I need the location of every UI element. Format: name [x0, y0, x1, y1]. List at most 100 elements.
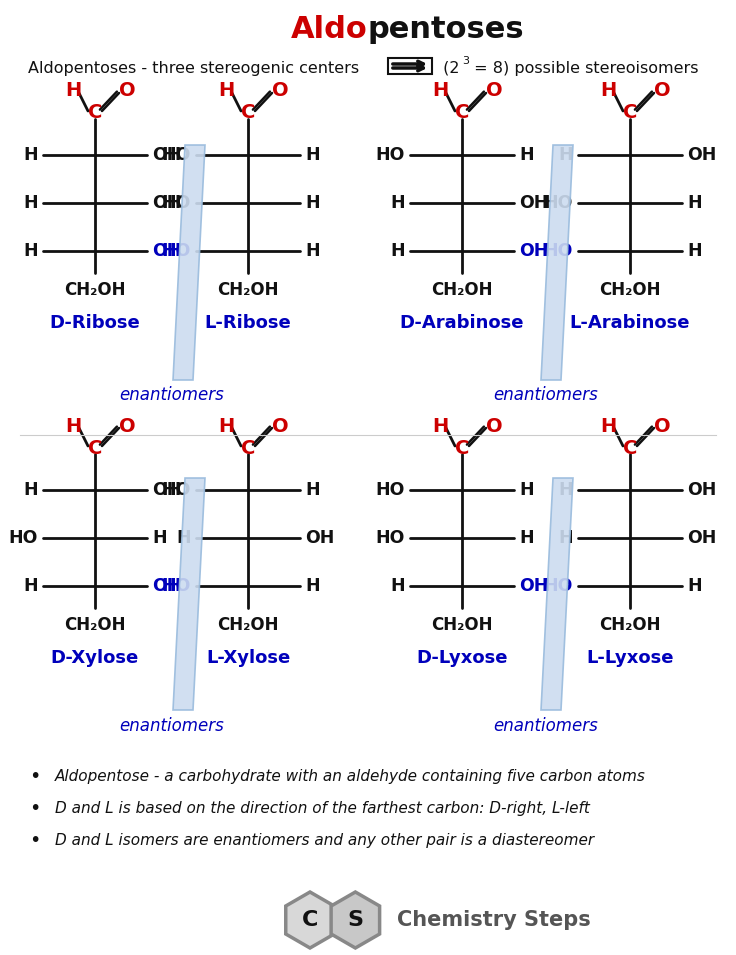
Text: S: S: [347, 910, 364, 930]
Text: OH: OH: [519, 577, 548, 595]
Text: CH₂OH: CH₂OH: [431, 616, 492, 633]
Text: pentoses: pentoses: [368, 15, 525, 45]
Text: H: H: [687, 242, 701, 260]
Text: HO: HO: [375, 481, 405, 499]
Text: H: H: [432, 81, 448, 100]
Text: C: C: [623, 103, 637, 122]
Text: CH₂OH: CH₂OH: [599, 281, 661, 299]
Text: HO: HO: [544, 577, 573, 595]
Text: H: H: [559, 146, 573, 164]
Text: HO: HO: [162, 242, 191, 260]
Text: enantiomers: enantiomers: [494, 717, 598, 735]
Text: O: O: [272, 416, 289, 435]
Text: C: C: [241, 103, 255, 122]
Text: H: H: [305, 481, 319, 499]
Text: CH₂OH: CH₂OH: [599, 616, 661, 633]
Text: L-Ribose: L-Ribose: [205, 313, 291, 331]
Text: OH: OH: [152, 146, 181, 164]
Text: L-Arabinose: L-Arabinose: [570, 313, 690, 331]
Text: O: O: [118, 416, 135, 435]
Text: enantiomers: enantiomers: [494, 386, 598, 404]
Text: •: •: [29, 767, 40, 786]
Text: OH: OH: [687, 529, 716, 547]
Text: C: C: [88, 438, 102, 457]
Text: H: H: [65, 81, 81, 100]
Text: 3: 3: [462, 56, 469, 66]
Text: OH: OH: [152, 194, 181, 212]
Text: H: H: [305, 577, 319, 595]
Text: HO: HO: [375, 529, 405, 547]
Text: O: O: [486, 416, 502, 435]
Polygon shape: [173, 478, 205, 710]
Text: H: H: [559, 481, 573, 499]
Text: H: H: [390, 242, 405, 260]
Text: HO: HO: [162, 481, 191, 499]
Text: L-Xylose: L-Xylose: [206, 648, 290, 667]
Text: OH: OH: [305, 529, 334, 547]
Text: H: H: [24, 194, 38, 212]
Text: C: C: [241, 438, 255, 457]
Text: OH: OH: [152, 242, 181, 260]
Text: H: H: [600, 416, 616, 435]
Text: D-Lyxose: D-Lyxose: [417, 648, 508, 667]
Text: CH₂OH: CH₂OH: [217, 616, 279, 633]
Text: = 8) possible stereoisomers: = 8) possible stereoisomers: [469, 60, 698, 75]
Text: O: O: [118, 81, 135, 100]
Text: HO: HO: [375, 146, 405, 164]
Text: HO: HO: [162, 146, 191, 164]
Text: H: H: [519, 481, 534, 499]
Text: D and L is based on the direction of the farthest carbon: D-right, L-left: D and L is based on the direction of the…: [55, 800, 590, 816]
Text: HO: HO: [544, 194, 573, 212]
Polygon shape: [173, 145, 205, 380]
Text: H: H: [687, 194, 701, 212]
Text: Aldopentose - a carbohydrate with an aldehyde containing five carbon atoms: Aldopentose - a carbohydrate with an ald…: [55, 769, 646, 783]
Text: •: •: [29, 831, 40, 850]
Text: OH: OH: [152, 481, 181, 499]
Text: H: H: [24, 577, 38, 595]
Text: D-Ribose: D-Ribose: [49, 313, 141, 331]
Text: HO: HO: [544, 242, 573, 260]
Text: H: H: [519, 529, 534, 547]
Text: D-Arabinose: D-Arabinose: [400, 313, 524, 331]
Text: H: H: [24, 481, 38, 499]
Text: C: C: [455, 438, 469, 457]
Text: H: H: [687, 577, 701, 595]
Text: HO: HO: [162, 577, 191, 595]
Text: H: H: [559, 529, 573, 547]
Text: CH₂OH: CH₂OH: [431, 281, 492, 299]
Text: H: H: [218, 416, 234, 435]
Text: OH: OH: [519, 194, 548, 212]
Text: C: C: [455, 103, 469, 122]
Text: enantiomers: enantiomers: [120, 386, 224, 404]
Text: C: C: [623, 438, 637, 457]
Text: H: H: [65, 416, 81, 435]
Text: OH: OH: [687, 146, 716, 164]
Text: •: •: [29, 798, 40, 817]
Text: Aldo: Aldo: [291, 15, 368, 45]
Text: CH₂OH: CH₂OH: [217, 281, 279, 299]
Polygon shape: [541, 145, 573, 380]
Text: H: H: [218, 81, 234, 100]
Text: O: O: [486, 81, 502, 100]
Text: CH₂OH: CH₂OH: [64, 616, 126, 633]
Text: H: H: [305, 242, 319, 260]
Text: O: O: [272, 81, 289, 100]
Text: L-Lyxose: L-Lyxose: [587, 648, 673, 667]
Text: OH: OH: [519, 242, 548, 260]
Text: D and L isomers are enantiomers and any other pair is a diastereomer: D and L isomers are enantiomers and any …: [55, 833, 594, 847]
Text: (2: (2: [438, 60, 459, 75]
Text: H: H: [177, 529, 191, 547]
Text: H: H: [152, 529, 166, 547]
Text: H: H: [600, 81, 616, 100]
Polygon shape: [286, 892, 334, 948]
Text: Aldopentoses - three stereogenic centers: Aldopentoses - three stereogenic centers: [28, 60, 359, 75]
Text: H: H: [24, 242, 38, 260]
Text: C: C: [88, 103, 102, 122]
Polygon shape: [331, 892, 380, 948]
Text: D-Xylose: D-Xylose: [51, 648, 139, 667]
Text: H: H: [305, 146, 319, 164]
Text: O: O: [654, 81, 670, 100]
Text: C: C: [302, 910, 318, 930]
Text: H: H: [24, 146, 38, 164]
Text: enantiomers: enantiomers: [120, 717, 224, 735]
